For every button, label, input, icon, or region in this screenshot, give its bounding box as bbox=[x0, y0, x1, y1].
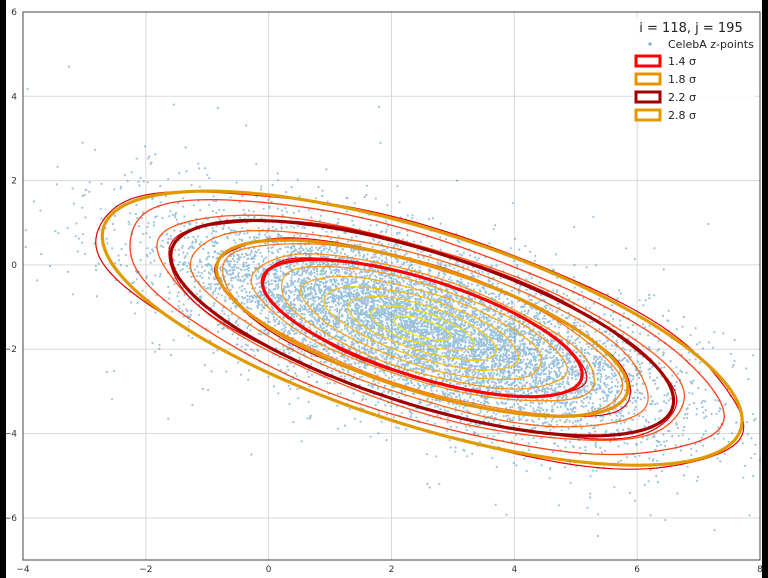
density-contour bbox=[222, 243, 624, 416]
legend-label: 2.8 σ bbox=[668, 109, 696, 122]
window-edge-left bbox=[0, 0, 6, 578]
x-tick-label: 8 bbox=[757, 565, 763, 575]
legend: i = 118, j = 195 CelebA z-points 1.4 σ 1.8 … bbox=[633, 18, 755, 122]
y-tick-label: 0 bbox=[11, 261, 17, 271]
density-contours bbox=[129, 199, 725, 456]
legend-swatch bbox=[634, 72, 662, 86]
y-tick-label: −6 bbox=[4, 514, 18, 524]
axes: −4 −2 0 2 4 6 8 −6 −4 −2 0 2 4 6 bbox=[4, 8, 763, 575]
x-tick-label: −4 bbox=[16, 565, 30, 575]
density-contour bbox=[189, 229, 649, 428]
sigma-ellipse bbox=[100, 189, 744, 467]
x-tick-label: 0 bbox=[266, 565, 272, 575]
x-tick-label: −2 bbox=[139, 565, 152, 575]
density-contour bbox=[323, 286, 520, 371]
sigma-ellipse bbox=[260, 258, 584, 399]
empirical-contour bbox=[95, 191, 745, 470]
density-contour bbox=[281, 265, 568, 390]
y-tick-label: 4 bbox=[11, 92, 17, 102]
legend-box bbox=[633, 18, 755, 122]
window-edge-right bbox=[762, 0, 768, 578]
density-contour bbox=[347, 295, 498, 362]
axes-frame bbox=[22, 11, 761, 561]
y-tick-label: 6 bbox=[11, 8, 17, 18]
density-contour bbox=[250, 253, 595, 402]
scatter-point-cloud bbox=[24, 65, 762, 538]
legend-label: 1.8 σ bbox=[668, 73, 696, 86]
density-contour bbox=[156, 214, 686, 442]
sigma-ellipse bbox=[169, 218, 676, 438]
x-tick-label: 4 bbox=[511, 565, 517, 575]
sigma-ellipse bbox=[214, 238, 630, 418]
legend-label: 2.2 σ bbox=[668, 91, 696, 104]
legend-swatch bbox=[634, 108, 662, 122]
legend-swatch bbox=[634, 90, 662, 104]
density-contour bbox=[370, 305, 475, 351]
sigma-ellipses bbox=[95, 189, 745, 470]
x-tick-label: 2 bbox=[389, 565, 395, 575]
legend-label: 1.4 σ bbox=[668, 55, 696, 68]
density-contour bbox=[129, 199, 725, 456]
legend-marker-scatter bbox=[648, 42, 652, 46]
scatter-points bbox=[24, 65, 762, 538]
density-contour bbox=[299, 275, 542, 380]
legend-label-scatter: CelebA z-points bbox=[668, 38, 754, 51]
legend-swatch bbox=[634, 54, 662, 68]
x-tick-label: 6 bbox=[634, 565, 640, 575]
legend-title: i = 118, j = 195 bbox=[639, 21, 742, 36]
y-tick-label: 2 bbox=[11, 177, 17, 187]
y-tick-label: −4 bbox=[4, 430, 18, 440]
density-contour bbox=[393, 315, 452, 342]
y-tick-label: −2 bbox=[4, 345, 17, 355]
